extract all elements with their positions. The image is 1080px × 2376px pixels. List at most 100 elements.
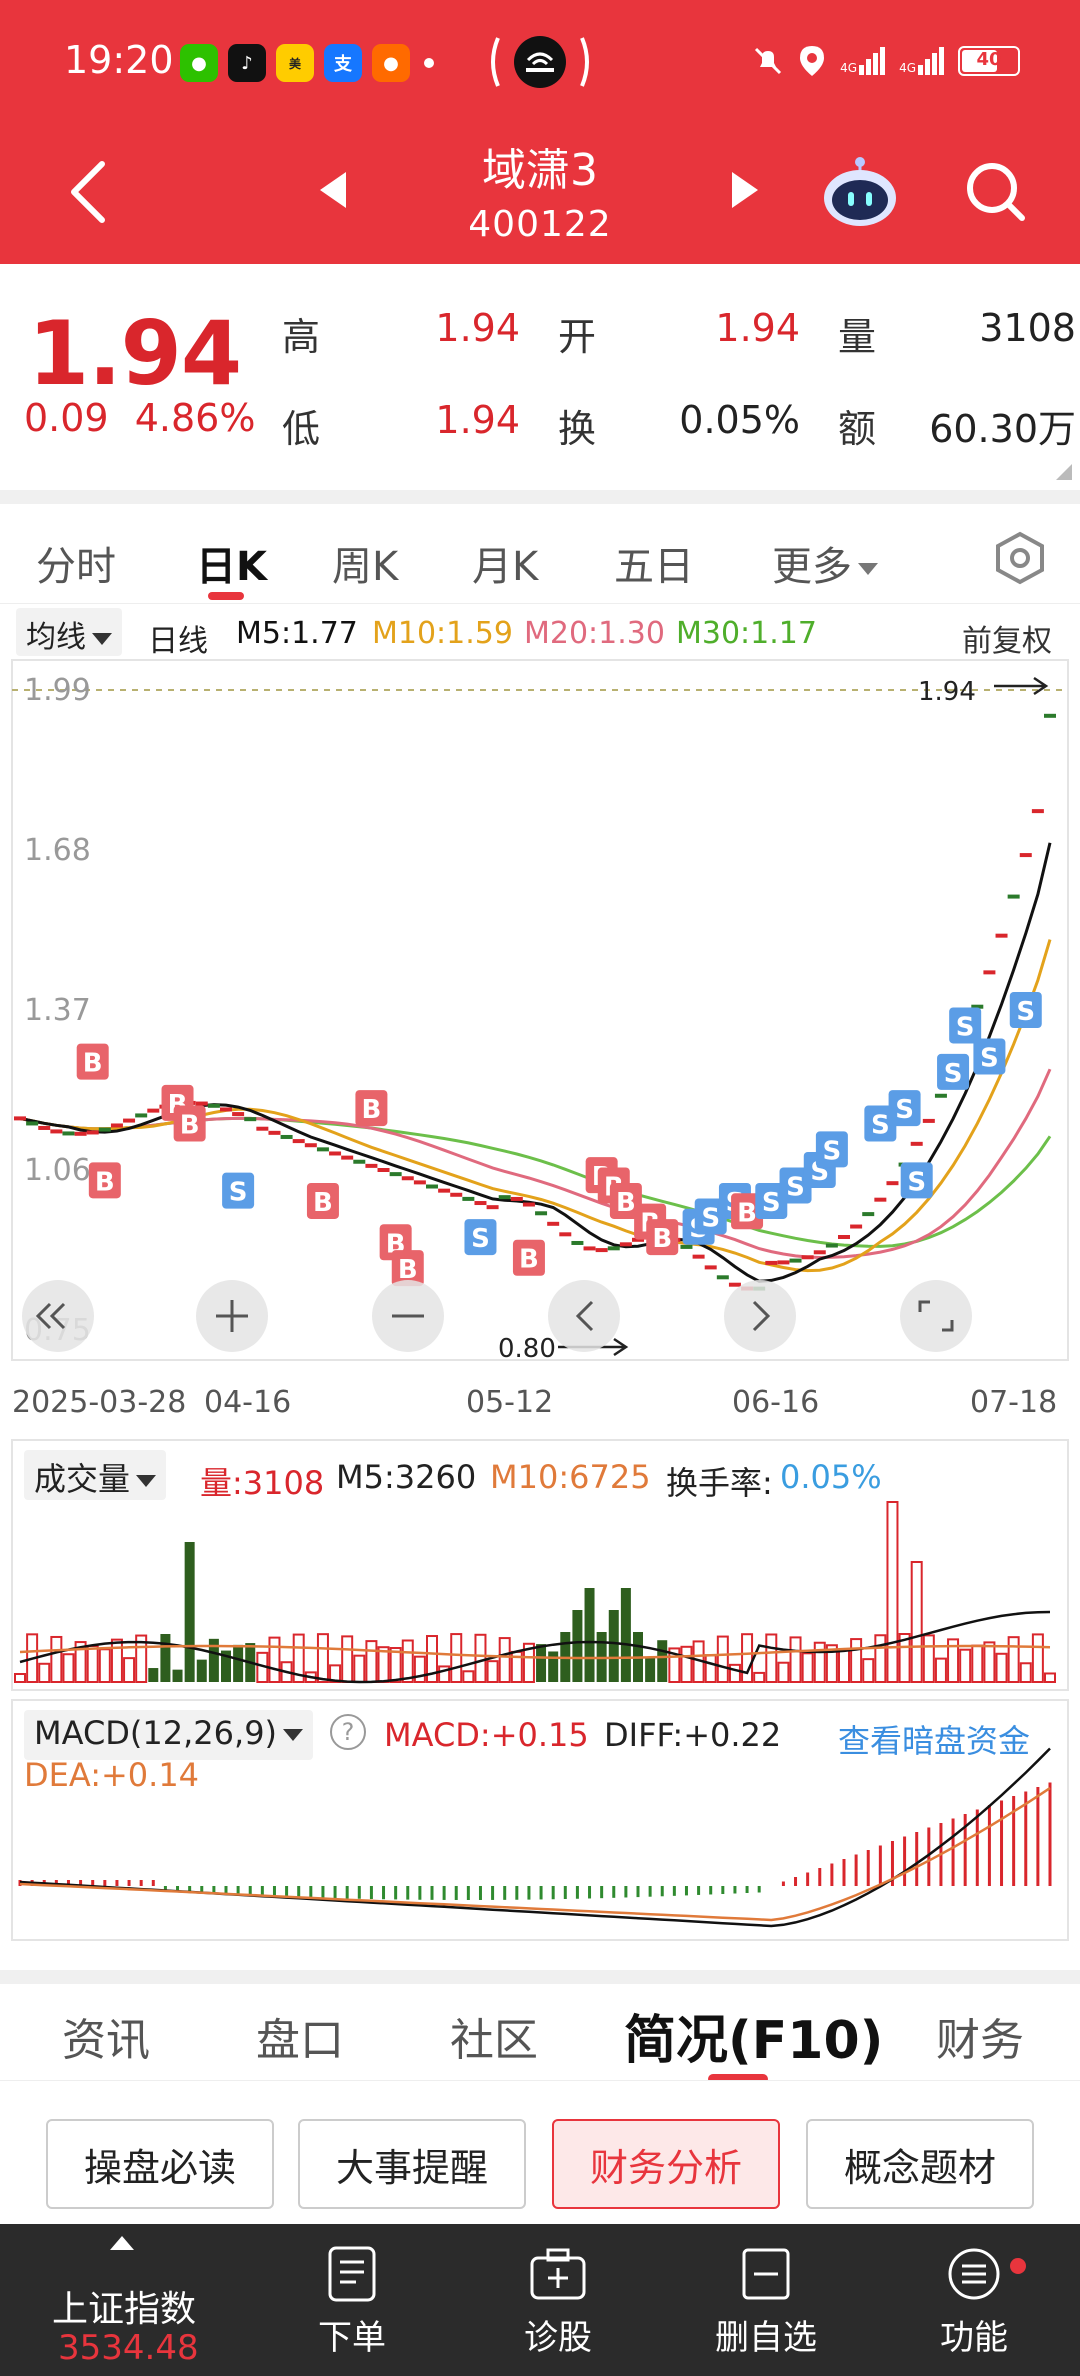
indicator-select[interactable]: 均线 (16, 608, 122, 656)
volume-bar (971, 1644, 984, 1684)
price-adjust-toggle[interactable]: 前复权 (962, 624, 1052, 659)
back-arrow-icon[interactable] (68, 160, 108, 224)
stock-name: 域潇3 (482, 145, 598, 196)
macd-select[interactable]: MACD(12,26,9) (24, 1710, 314, 1760)
volume-bar (462, 1670, 475, 1684)
volume-m10-line (19, 1644, 1051, 1660)
buy-signal-marker (646, 1219, 679, 1256)
tab-finance[interactable]: 财务 (936, 2015, 1024, 2066)
tab-order-book[interactable]: 盘口 (256, 2015, 344, 2066)
ma30-value: M30:1.17 (676, 616, 817, 651)
tab-daily-k[interactable]: 日K (196, 544, 267, 590)
volume-bar (268, 1636, 281, 1684)
nav-diagnose-label: 诊股 (524, 2318, 592, 2358)
financial-analysis-button[interactable]: 财务分析 (552, 2119, 780, 2209)
buy-signal-marker (609, 1182, 642, 1219)
volume-value: 3108 (979, 306, 1076, 350)
stock-chart[interactable]: 1.991.681.371.060.75 BBBBSBBBBSBBBBBBSSS… (0, 650, 1080, 1970)
pan-left-button (548, 1280, 620, 1352)
turnover-value: 0.05% (679, 398, 800, 442)
volume-label: 量 (838, 315, 877, 359)
ma20-value: M20:1.30 (524, 616, 665, 651)
battery-level: 40 (976, 49, 1002, 70)
sell-signal-marker (694, 1198, 727, 1235)
dark-pool-link[interactable]: 查看暗盘资金 (838, 1722, 1031, 1760)
trading-guide-button[interactable]: 操盘必读 (46, 2119, 274, 2209)
chevron-left-icon (575, 1300, 594, 1332)
tab-weekly-k[interactable]: 周K (332, 544, 399, 590)
y-axis-ticks: 1.991.681.371.060.75 (24, 673, 91, 1348)
period-tabs: 分时 日K 周K 月K 五日 更多 (0, 504, 1080, 604)
fast-back-button (22, 1280, 94, 1352)
macd-frame (11, 1699, 1069, 1941)
x-label-start: 2025-03-28 (12, 1385, 186, 1420)
next-stock-icon[interactable] (730, 170, 760, 210)
volume-bar (765, 1633, 778, 1683)
volume-bar (62, 1653, 75, 1684)
buy-signal-marker (391, 1250, 424, 1287)
expand-corner-icon[interactable] (1056, 464, 1072, 480)
volume-bar (98, 1648, 111, 1684)
change-value: 0.09 (24, 396, 109, 440)
open-label: 开 (558, 315, 597, 359)
nav-functions[interactable]: 功能 (884, 2242, 1064, 2359)
volume-bar (50, 1635, 63, 1683)
buy-signal-marker (355, 1090, 388, 1127)
status-indicators: 4G 4G 40 (752, 44, 1020, 78)
high-value: 1.94 (435, 306, 520, 350)
signal-label: S (907, 1167, 926, 1197)
volume-bar (704, 1654, 717, 1684)
y-tick-label: 1.06 (24, 1153, 91, 1188)
volume-bar (341, 1635, 354, 1683)
chevron-right-icon (752, 1300, 771, 1332)
tab-news[interactable]: 资讯 (62, 2015, 150, 2066)
nav-place-order[interactable]: 下单 (262, 2242, 442, 2359)
low-marker-label: 0.80 (498, 1334, 556, 1364)
volume-bar (233, 1644, 244, 1682)
volume-bar (777, 1661, 790, 1683)
separator (0, 490, 1080, 504)
tab-five-day[interactable]: 五日 (614, 544, 694, 590)
concept-themes-button[interactable]: 概念题材 (806, 2119, 1034, 2209)
volume-bar (1031, 1633, 1044, 1684)
events-reminder-button[interactable]: 大事提醒 (298, 2119, 526, 2209)
high-label: 高 (282, 315, 321, 359)
nav-functions-label: 功能 (940, 2318, 1008, 2358)
signal-label: S (762, 1188, 781, 1218)
tab-intraday[interactable]: 分时 (36, 544, 116, 590)
nav-diagnose[interactable]: 诊股 (468, 2242, 648, 2359)
bottom-nav: 上证指数 3534.48 下单 诊股 删自选 功能 (0, 2224, 1080, 2376)
signal-label: S (823, 1136, 842, 1166)
robot-assistant-icon[interactable] (820, 156, 900, 228)
last-price: 1.94 (28, 302, 242, 405)
tab-profile-f10[interactable]: 简况(F10) (624, 2011, 884, 2071)
index-name[interactable]: 上证指数 (52, 2289, 197, 2330)
volume-bar (838, 1649, 850, 1684)
buy-sell-signals: BBBBSBBBBSBBBBBBSSSBSSSSSSSSSSS (76, 992, 1042, 1287)
prev-stock-icon[interactable] (318, 170, 348, 210)
volume-bar (645, 1657, 656, 1682)
mute-bell-icon (755, 47, 782, 75)
fullscreen-icon (918, 1300, 954, 1332)
volume-bar (353, 1654, 366, 1684)
volume-bar (657, 1640, 668, 1682)
search-icon[interactable] (964, 160, 1028, 224)
volume-bar (74, 1641, 87, 1683)
volume-bar (172, 1669, 183, 1682)
volume-bar (959, 1648, 972, 1683)
moving-average-lines (19, 842, 1052, 1283)
settings-hexagon-icon[interactable] (992, 530, 1048, 586)
app-header: 19:20 ● ♪ 美 支 ● 4G 4G 40 域潇3 400122 (0, 0, 1080, 264)
volume-indicator-select[interactable]: 成交量 (24, 1450, 167, 1500)
tab-more[interactable]: 更多 (772, 534, 878, 592)
pan-right-button (724, 1280, 796, 1352)
tab-monthly-k[interactable]: 月K (472, 544, 539, 590)
buy-signal-marker (306, 1182, 339, 1219)
volume-bar (801, 1652, 814, 1684)
tab-community[interactable]: 社区 (450, 2015, 538, 2066)
volume-bar (1019, 1662, 1032, 1684)
nav-remove-watchlist[interactable]: 删自选 (676, 2242, 856, 2359)
help-icon[interactable]: ? (330, 1714, 366, 1750)
ma5-line (19, 842, 1052, 1283)
signal-1-icon: 4G (840, 47, 886, 75)
